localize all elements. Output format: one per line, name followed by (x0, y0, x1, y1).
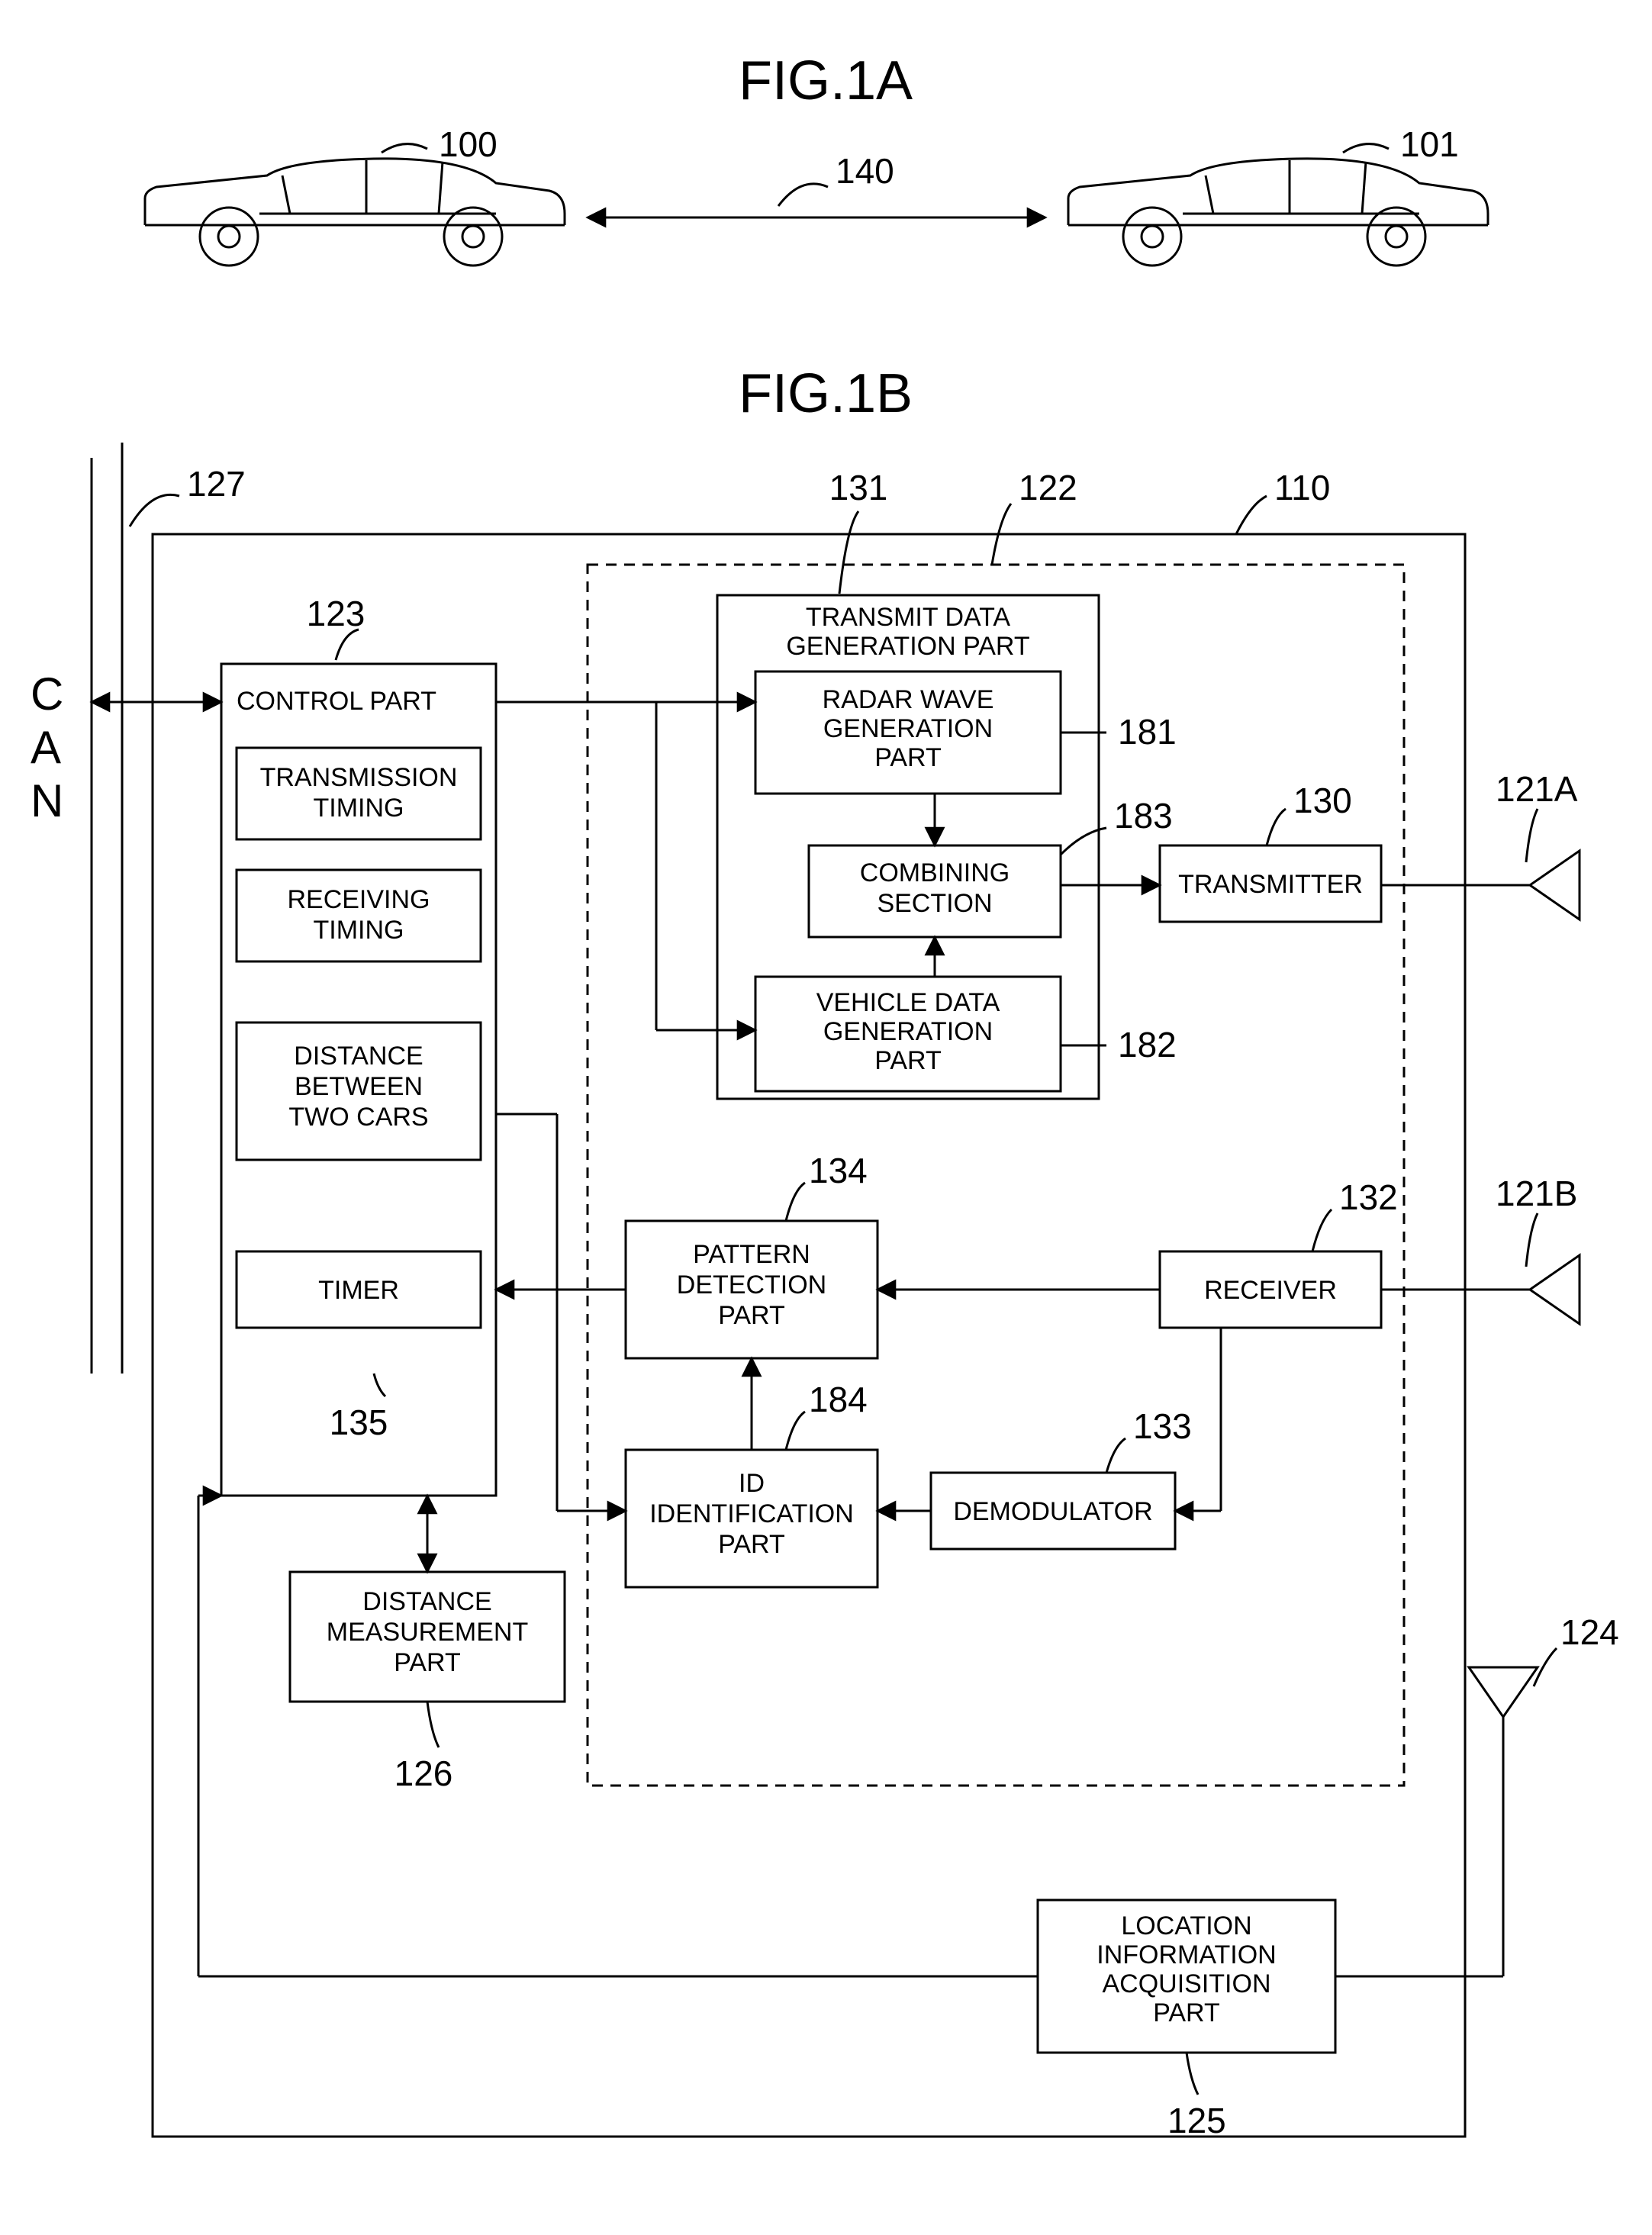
rwg-l1: RADAR WAVE (823, 685, 994, 714)
ref-134: 134 (809, 1151, 868, 1190)
ref-184: 184 (809, 1380, 868, 1419)
antenna-124 (1469, 1667, 1538, 1717)
dist-l2: BETWEEN (295, 1072, 423, 1101)
ref-110: 110 (1274, 468, 1330, 507)
ref-131: 131 (829, 468, 888, 507)
antenna-121a (1530, 851, 1580, 919)
ref-123: 123 (307, 594, 366, 633)
ref-135: 135 (330, 1403, 388, 1442)
fig-1b: FIG.1B C A N CONTROL PART TRANSMISSION T… (31, 363, 1619, 2140)
dist-l3: TWO CARS (288, 1103, 428, 1132)
pd-l2: DETECTION (677, 1270, 826, 1299)
ref-132: 132 (1339, 1177, 1398, 1217)
vdg-l2: GENERATION (823, 1017, 993, 1046)
tx-timing-l2: TIMING (314, 794, 404, 823)
ref-183: 183 (1114, 796, 1173, 836)
ref-121b: 121B (1496, 1174, 1577, 1213)
timer-label: TIMER (318, 1276, 399, 1305)
rx-timing-l1: RECEIVING (287, 885, 430, 914)
fig1b-title: FIG.1B (739, 363, 913, 424)
rwg-l3: PART (874, 743, 942, 772)
ref-127: 127 (187, 464, 246, 504)
ref-133: 133 (1133, 1406, 1192, 1446)
li-l4: PART (1153, 1998, 1220, 2027)
tdg-l2: GENERATION PART (786, 632, 1029, 661)
id-l2: IDENTIFICATION (649, 1499, 854, 1528)
can-label-n: N (31, 775, 63, 826)
diagram-root: FIG.1A (0, 0, 1652, 2235)
dm-l2: MEASUREMENT (327, 1618, 528, 1647)
can-label-c: C (31, 668, 63, 720)
ref-140: 140 (836, 151, 894, 191)
transmitter-label: TRANSMITTER (1178, 870, 1363, 899)
pd-l1: PATTERN (693, 1240, 810, 1269)
receiver-label: RECEIVER (1204, 1276, 1337, 1305)
demod-label: DEMODULATOR (953, 1497, 1152, 1526)
tdg-l1: TRANSMIT DATA (806, 603, 1011, 632)
ref-126: 126 (394, 1754, 453, 1793)
fig-1a: FIG.1A (145, 50, 1488, 266)
vdg-l1: VEHICLE DATA (816, 988, 1000, 1017)
ref-101: 101 (1400, 124, 1459, 164)
ref-181: 181 (1118, 712, 1177, 752)
dist-l1: DISTANCE (294, 1042, 423, 1071)
id-l3: PART (718, 1530, 785, 1559)
can-label-a: A (31, 722, 61, 773)
li-l2: INFORMATION (1097, 1940, 1276, 1969)
dm-l1: DISTANCE (362, 1587, 491, 1616)
ref-130: 130 (1293, 781, 1352, 820)
comb-l2: SECTION (877, 889, 992, 918)
ref-100: 100 (439, 124, 498, 164)
right-car (1068, 159, 1488, 266)
ref-122: 122 (1019, 468, 1077, 507)
control-part-label: CONTROL PART (237, 687, 436, 716)
ref-121a: 121A (1496, 769, 1578, 809)
rx-timing-l2: TIMING (314, 916, 404, 945)
rwg-l2: GENERATION (823, 714, 993, 743)
ref-124: 124 (1560, 1612, 1619, 1652)
fig1a-title: FIG.1A (739, 50, 913, 111)
vdg-l3: PART (874, 1046, 942, 1075)
tx-timing-l1: TRANSMISSION (260, 763, 458, 792)
antenna-121b (1530, 1255, 1580, 1324)
li-l1: LOCATION (1121, 1911, 1251, 1940)
ref-182: 182 (1118, 1025, 1177, 1064)
li-l3: ACQUISITION (1102, 1969, 1270, 1998)
id-l1: ID (739, 1469, 765, 1498)
dm-l3: PART (394, 1648, 461, 1677)
left-car (145, 159, 565, 266)
pd-l3: PART (718, 1301, 785, 1330)
comb-l1: COMBINING (860, 858, 1010, 887)
ref-125: 125 (1167, 2101, 1226, 2140)
